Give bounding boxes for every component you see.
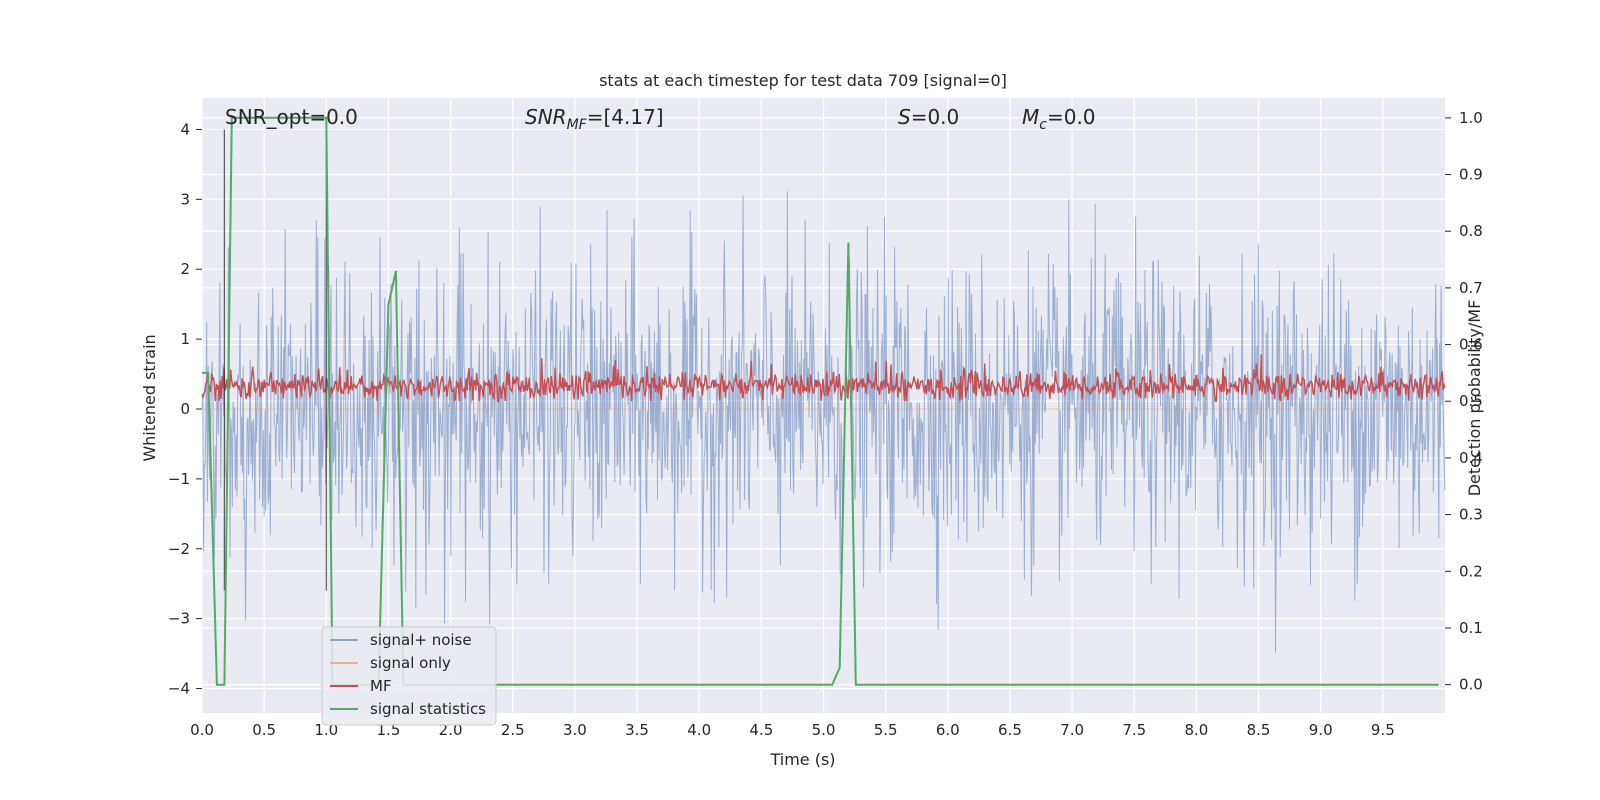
x-tick-label: 7.0: [1060, 721, 1084, 739]
y-left-tick-label: 4: [180, 120, 190, 138]
mc-annotation: Mc=0.0: [1022, 105, 1096, 133]
legend-label-signal-noise: signal+ noise: [370, 631, 472, 649]
s-annotation: S=0.0: [898, 105, 959, 129]
x-tick-label: 5.0: [812, 721, 836, 739]
y-right-tick-label: 0.6: [1459, 336, 1483, 354]
snr-opt-annotation: SNR_opt=0.0: [225, 105, 358, 129]
y-right-tick-label: 0.2: [1459, 562, 1483, 580]
y-right-tick-label: 0.1: [1459, 619, 1483, 637]
y-right-axis-label: Detection probability/MF: [1465, 300, 1484, 497]
x-tick-label: 4.0: [687, 721, 711, 739]
legend-box: [321, 626, 497, 726]
x-tick-label: 3.5: [625, 721, 649, 739]
y-right-tick-label: 0.0: [1459, 676, 1483, 694]
y-left-tick-labels: 4 3 2 1 0 −1 −2 −3 −4: [168, 120, 202, 698]
x-tick-label: 5.5: [874, 721, 898, 739]
y-left-tick-label: 3: [180, 190, 190, 208]
legend-label-mf: MF: [370, 677, 392, 695]
y-left-tick-label: −4: [168, 680, 190, 698]
x-tick-label: 9.0: [1309, 721, 1333, 739]
x-axis-label: Time (s): [769, 750, 835, 769]
y-right-tick-labels: 1.0 0.9 0.8 0.7 0.6 0.5 0.4 0.3 0.2 0.1 0.0: [1445, 109, 1483, 694]
x-tick-label: 6.0: [936, 721, 960, 739]
chart-title: stats at each timestep for test data 709…: [599, 71, 1007, 90]
y-right-tick-label: 0.7: [1459, 279, 1483, 297]
y-right-tick-label: 0.4: [1459, 449, 1483, 467]
y-right-tick-label: 1.0: [1459, 109, 1483, 127]
series-mf-line: [201, 354, 1446, 402]
x-tick-label: 3.0: [563, 721, 587, 739]
y-left-tick-label: −1: [168, 470, 190, 488]
y-left-tick-label: −3: [168, 610, 190, 628]
x-tick-label: 8.0: [1184, 721, 1208, 739]
x-tick-label: 7.5: [1122, 721, 1146, 739]
y-left-tick-label: 1: [180, 330, 190, 348]
legend: signal+ noise signal only MF signal stat…: [321, 626, 497, 726]
snr-mf-annotation: SNRMF=[4.17]: [525, 105, 664, 133]
y-right-tick-label: 0.3: [1459, 506, 1483, 524]
x-tick-label: 4.5: [749, 721, 773, 739]
legend-label-signal-statistics: signal statistics: [370, 700, 486, 718]
series-layer: [201, 116, 1446, 686]
y-right-tick-label: 0.9: [1459, 166, 1483, 184]
y-left-tick-label: 0: [180, 400, 190, 418]
y-left-tick-label: 2: [180, 260, 190, 278]
x-tick-label: 9.5: [1371, 721, 1395, 739]
x-tick-label: 0.0: [190, 721, 214, 739]
x-tick-label: 8.5: [1247, 721, 1271, 739]
y-right-tick-label: 0.5: [1459, 392, 1483, 410]
x-tick-label: 0.5: [252, 721, 276, 739]
y-left-axis-label: Whitened strain: [140, 334, 159, 461]
x-tick-label: 6.5: [998, 721, 1022, 739]
legend-label-signal-only: signal only: [370, 654, 451, 672]
series-signal-statistics-line: [202, 116, 1439, 686]
y-right-tick-label: 0.8: [1459, 222, 1483, 240]
y-left-tick-label: −2: [168, 540, 190, 558]
x-tick-label: 2.5: [501, 721, 525, 739]
